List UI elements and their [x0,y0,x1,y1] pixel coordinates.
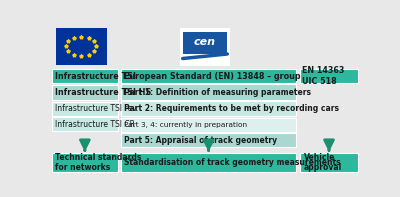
Bar [52,117,118,131]
Text: Infrastructure TSI HS: Infrastructure TSI HS [55,88,151,97]
Bar [56,28,107,65]
Text: Part 5: Appraisal of track geometry: Part 5: Appraisal of track geometry [124,136,277,145]
Bar [52,69,118,83]
Text: Infrastructure TSI CR: Infrastructure TSI CR [55,120,135,129]
Text: Vehicle
approval: Vehicle approval [304,153,342,172]
Bar [300,69,358,83]
Text: European Standard (EN) 13848 – group: European Standard (EN) 13848 – group [124,72,300,81]
Bar [183,32,227,54]
Bar [121,152,296,172]
Text: EN 14363
UIC 518: EN 14363 UIC 518 [302,66,345,86]
Text: Infrastructure TSI rev.: Infrastructure TSI rev. [55,104,138,113]
Bar [121,85,296,100]
Text: Part 3, 4: currently in preparation: Part 3, 4: currently in preparation [124,122,247,128]
Bar [52,102,118,116]
Text: Standardisation of track geometry measurements: Standardisation of track geometry measur… [124,158,341,167]
Bar [300,152,358,172]
Bar [52,152,118,172]
Text: Infrastructure TSI: Infrastructure TSI [55,72,136,81]
Bar [52,85,118,100]
Bar [121,101,296,116]
Bar [121,69,296,83]
Bar [180,28,230,66]
Text: Part 1: Definition of measuring parameters: Part 1: Definition of measuring paramete… [124,88,311,97]
Bar [121,133,296,147]
Text: cen: cen [194,37,216,47]
Bar [121,118,296,132]
Text: Part 2: Requirements to be met by recording cars: Part 2: Requirements to be met by record… [124,104,339,113]
Text: Technical standards
for networks: Technical standards for networks [55,153,142,172]
